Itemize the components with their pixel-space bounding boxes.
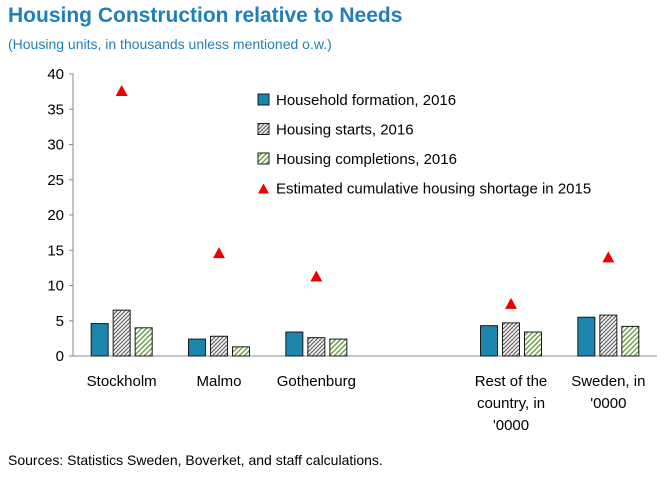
chart-title: Housing Construction relative to Needs bbox=[8, 4, 403, 27]
x-tick-label: Stockholm bbox=[87, 373, 157, 390]
y-tick-label: 30 bbox=[47, 137, 64, 154]
bar bbox=[577, 316, 596, 357]
y-tick-label: 20 bbox=[47, 207, 64, 224]
bar bbox=[502, 322, 520, 357]
bar bbox=[329, 338, 348, 357]
bar bbox=[232, 346, 250, 357]
bar bbox=[307, 337, 326, 357]
x-tick-label: country, in bbox=[477, 395, 545, 412]
legend-label: Estimated cumulative housing shortage in… bbox=[276, 181, 591, 198]
bar bbox=[480, 325, 498, 357]
bar bbox=[210, 335, 228, 357]
chart-subtitle: (Housing units, in thousands unless ment… bbox=[8, 36, 332, 52]
bar bbox=[599, 314, 618, 357]
bar bbox=[524, 331, 542, 357]
chart-source: Sources: Statistics Sweden, Boverket, an… bbox=[8, 452, 383, 468]
bar bbox=[188, 338, 206, 357]
legend-marker-icon bbox=[258, 183, 269, 194]
bar bbox=[285, 331, 304, 357]
y-tick-label: 40 bbox=[47, 66, 64, 83]
y-tick-label: 5 bbox=[56, 313, 64, 330]
x-tick-label: Rest of the bbox=[475, 373, 548, 390]
x-tick-label: '0000 bbox=[590, 395, 626, 412]
bar bbox=[134, 327, 153, 357]
legend-swatch bbox=[257, 123, 270, 135]
x-tick-label: Gothenburg bbox=[277, 373, 356, 390]
y-tick-label: 25 bbox=[47, 172, 64, 189]
y-tick-label: 0 bbox=[56, 348, 64, 365]
y-tick-label: 10 bbox=[47, 278, 64, 295]
bar bbox=[90, 323, 109, 357]
shortage-marker bbox=[213, 247, 225, 259]
shortage-marker bbox=[115, 85, 128, 97]
bar bbox=[621, 325, 640, 357]
shortage-marker bbox=[310, 270, 323, 282]
shortage-marker bbox=[505, 297, 517, 309]
y-tick-label: 15 bbox=[47, 242, 64, 259]
shortage-marker bbox=[602, 251, 615, 263]
legend-label: Housing completions, 2016 bbox=[276, 151, 457, 168]
legend-swatch bbox=[257, 93, 270, 106]
legend-swatch bbox=[257, 152, 270, 165]
bar bbox=[112, 309, 131, 357]
x-tick-label: Malmo bbox=[196, 373, 241, 390]
legend-label: Household formation, 2016 bbox=[276, 92, 456, 109]
x-tick-label: Sweden, in bbox=[571, 373, 645, 390]
legend-label: Housing starts, 2016 bbox=[276, 122, 414, 139]
x-tick-label: '0000 bbox=[493, 417, 529, 434]
y-tick-label: 35 bbox=[47, 101, 64, 118]
